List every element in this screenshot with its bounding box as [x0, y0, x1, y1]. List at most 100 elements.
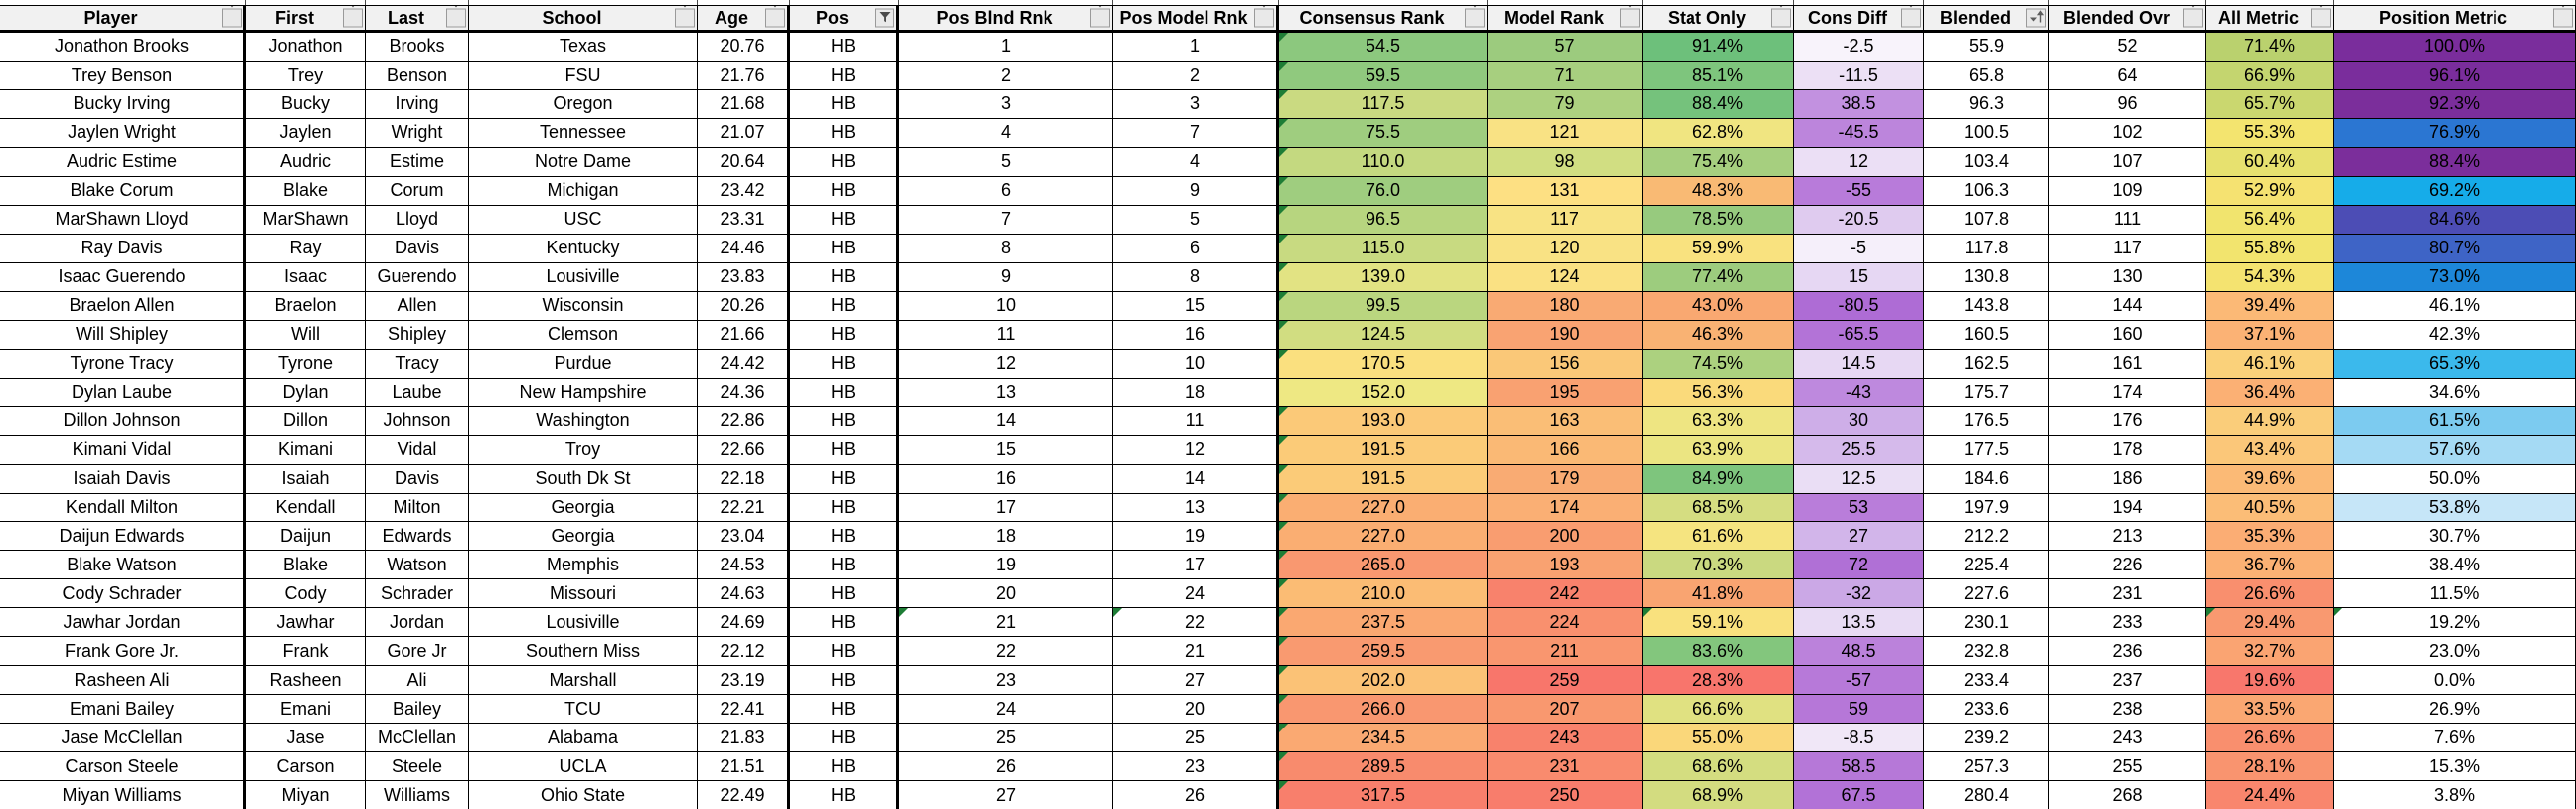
cell-blended_ovr[interactable]: 160 — [2049, 320, 2206, 349]
cell-position_metric[interactable]: 15.3% — [2334, 752, 2576, 781]
cell-pos_blnd_rnk[interactable]: 2 — [899, 61, 1113, 89]
cell-position_metric[interactable]: 61.5% — [2334, 406, 2576, 435]
cell-pos[interactable]: HB — [790, 349, 899, 378]
cell-school[interactable]: FSU — [469, 61, 698, 89]
cell-model_rank[interactable]: 121 — [1488, 118, 1643, 147]
header-first[interactable]: First — [246, 6, 366, 30]
cell-all_metric[interactable]: 32.7% — [2206, 637, 2334, 666]
cell-stat_only[interactable]: 91.4% — [1643, 33, 1794, 61]
cell-last[interactable]: Estime — [366, 147, 469, 176]
cell-first[interactable]: Miyan — [246, 781, 366, 809]
cell-cons_diff[interactable]: 12 — [1794, 147, 1924, 176]
cell-cons_diff[interactable]: 27 — [1794, 522, 1924, 551]
cell-pos_model_rnk[interactable]: 12 — [1113, 435, 1279, 464]
cell-pos[interactable]: HB — [790, 752, 899, 781]
cell-position_metric[interactable]: 19.2% — [2334, 608, 2576, 637]
cell-consensus_rank[interactable]: 259.5 — [1279, 637, 1488, 666]
cell-position_metric[interactable]: 23.0% — [2334, 637, 2576, 666]
cell-consensus_rank[interactable]: 117.5 — [1279, 89, 1488, 118]
cell-all_metric[interactable]: 24.4% — [2206, 781, 2334, 809]
cell-age[interactable]: 24.46 — [698, 234, 790, 262]
cell-pos_model_rnk[interactable]: 21 — [1113, 637, 1279, 666]
cell-cons_diff[interactable]: 53 — [1794, 493, 1924, 522]
cell-blended[interactable]: 107.8 — [1924, 205, 2049, 234]
cell-school[interactable]: Texas — [469, 33, 698, 61]
header-last[interactable]: Last — [366, 6, 469, 30]
cell-age[interactable]: 24.63 — [698, 579, 790, 608]
cell-position_metric[interactable]: 38.4% — [2334, 551, 2576, 579]
cell-stat_only[interactable]: 48.3% — [1643, 176, 1794, 205]
cell-pos_blnd_rnk[interactable]: 5 — [899, 147, 1113, 176]
header-pos[interactable]: Pos — [790, 6, 899, 30]
cell-stat_only[interactable]: 74.5% — [1643, 349, 1794, 378]
cell-player[interactable]: Isaac Guerendo — [0, 262, 246, 291]
filter-button-last[interactable] — [446, 6, 466, 28]
cell-school[interactable]: Memphis — [469, 551, 698, 579]
cell-age[interactable]: 20.26 — [698, 291, 790, 320]
cell-blended[interactable]: 55.9 — [1924, 33, 2049, 61]
cell-blended[interactable]: 176.5 — [1924, 406, 2049, 435]
cell-school[interactable]: Marshall — [469, 666, 698, 695]
cell-consensus_rank[interactable]: 202.0 — [1279, 666, 1488, 695]
cell-player[interactable]: Jawhar Jordan — [0, 608, 246, 637]
cell-pos_blnd_rnk[interactable]: 18 — [899, 522, 1113, 551]
cell-stat_only[interactable]: 63.9% — [1643, 435, 1794, 464]
cell-model_rank[interactable]: 131 — [1488, 176, 1643, 205]
cell-position_metric[interactable]: 88.4% — [2334, 147, 2576, 176]
cell-position_metric[interactable]: 26.9% — [2334, 695, 2576, 724]
cell-age[interactable]: 22.21 — [698, 493, 790, 522]
cell-consensus_rank[interactable]: 234.5 — [1279, 724, 1488, 752]
cell-pos_blnd_rnk[interactable]: 12 — [899, 349, 1113, 378]
cell-position_metric[interactable]: 50.0% — [2334, 464, 2576, 493]
cell-age[interactable]: 21.76 — [698, 61, 790, 89]
header-position_metric[interactable]: Position Metric — [2334, 6, 2576, 30]
cell-last[interactable]: Bailey — [366, 695, 469, 724]
cell-model_rank[interactable]: 163 — [1488, 406, 1643, 435]
cell-last[interactable]: Lloyd — [366, 205, 469, 234]
filter-button-blended[interactable] — [2026, 8, 2046, 28]
cell-all_metric[interactable]: 54.3% — [2206, 262, 2334, 291]
cell-consensus_rank[interactable]: 227.0 — [1279, 522, 1488, 551]
cell-stat_only[interactable]: 83.6% — [1643, 637, 1794, 666]
cell-blended_ovr[interactable]: 213 — [2049, 522, 2206, 551]
header-cons_diff[interactable]: Cons Diff — [1794, 6, 1924, 30]
cell-last[interactable]: Johnson — [366, 406, 469, 435]
cell-cons_diff[interactable]: -20.5 — [1794, 205, 1924, 234]
cell-model_rank[interactable]: 166 — [1488, 435, 1643, 464]
header-stat_only[interactable]: Stat Only — [1643, 6, 1794, 30]
cell-stat_only[interactable]: 56.3% — [1643, 378, 1794, 406]
cell-blended[interactable]: 143.8 — [1924, 291, 2049, 320]
cell-cons_diff[interactable]: 72 — [1794, 551, 1924, 579]
cell-cons_diff[interactable]: 13.5 — [1794, 608, 1924, 637]
cell-all_metric[interactable]: 29.4% — [2206, 608, 2334, 637]
cell-pos[interactable]: HB — [790, 320, 899, 349]
filter-button-model_rank[interactable] — [1620, 6, 1640, 28]
filter-button-stat_only[interactable] — [1771, 6, 1791, 28]
cell-consensus_rank[interactable]: 139.0 — [1279, 262, 1488, 291]
cell-blended[interactable]: 103.4 — [1924, 147, 2049, 176]
cell-pos[interactable]: HB — [790, 637, 899, 666]
cell-pos_model_rnk[interactable]: 19 — [1113, 522, 1279, 551]
cell-consensus_rank[interactable]: 237.5 — [1279, 608, 1488, 637]
cell-position_metric[interactable]: 57.6% — [2334, 435, 2576, 464]
cell-pos[interactable]: HB — [790, 666, 899, 695]
filter-button-position_metric[interactable] — [2553, 6, 2573, 28]
cell-pos_model_rnk[interactable]: 23 — [1113, 752, 1279, 781]
cell-position_metric[interactable]: 84.6% — [2334, 205, 2576, 234]
cell-first[interactable]: Dillon — [246, 406, 366, 435]
cell-all_metric[interactable]: 19.6% — [2206, 666, 2334, 695]
cell-last[interactable]: Corum — [366, 176, 469, 205]
cell-cons_diff[interactable]: 58.5 — [1794, 752, 1924, 781]
cell-age[interactable]: 20.76 — [698, 33, 790, 61]
cell-pos[interactable]: HB — [790, 493, 899, 522]
cell-blended_ovr[interactable]: 52 — [2049, 33, 2206, 61]
cell-school[interactable]: Alabama — [469, 724, 698, 752]
cell-pos_model_rnk[interactable]: 27 — [1113, 666, 1279, 695]
cell-pos[interactable]: HB — [790, 464, 899, 493]
cell-player[interactable]: MarShawn Lloyd — [0, 205, 246, 234]
cell-consensus_rank[interactable]: 170.5 — [1279, 349, 1488, 378]
cell-first[interactable]: Kimani — [246, 435, 366, 464]
cell-pos_model_rnk[interactable]: 6 — [1113, 234, 1279, 262]
cell-pos_model_rnk[interactable]: 4 — [1113, 147, 1279, 176]
cell-last[interactable]: Allen — [366, 291, 469, 320]
